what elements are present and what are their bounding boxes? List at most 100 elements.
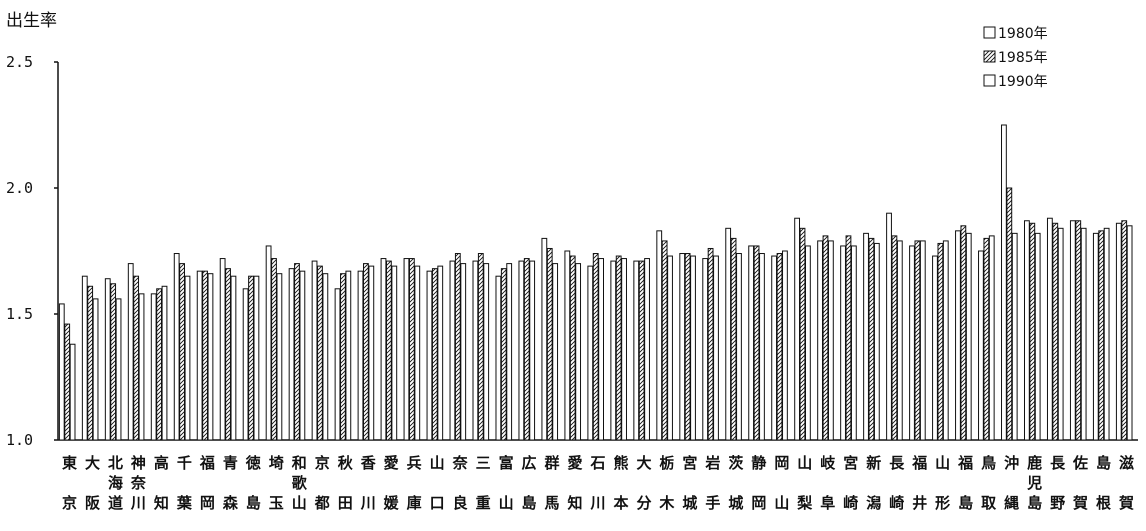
bar-1990年-長崎 bbox=[896, 240, 903, 441]
bar-1980年-岩手 bbox=[702, 258, 709, 441]
bar-1990年-京都 bbox=[322, 273, 329, 441]
category-label: 静 bbox=[751, 454, 766, 472]
bar-1980年-山口 bbox=[426, 270, 433, 441]
category-label: 馬 bbox=[545, 494, 560, 512]
bar-1980年-福岡 bbox=[196, 270, 203, 441]
y-tick-label: 1.0 bbox=[6, 431, 33, 449]
category-label: 福 bbox=[957, 454, 973, 472]
bar-1990年-熊本 bbox=[621, 258, 627, 441]
bar-1980年-長崎 bbox=[886, 212, 892, 441]
bar-1980年-石川 bbox=[587, 265, 594, 441]
category-label: 島 bbox=[958, 494, 973, 512]
category-label: 井 bbox=[912, 494, 927, 512]
category-label: 長 bbox=[1050, 454, 1066, 472]
category-label: 滋 bbox=[1119, 454, 1134, 472]
category-label: 神 bbox=[131, 454, 146, 472]
category-label: 兵 bbox=[407, 454, 422, 472]
category-label: 鹿 bbox=[1027, 454, 1042, 472]
bar-1985年-神奈川 bbox=[133, 275, 140, 441]
bar-1990年-神奈川 bbox=[138, 293, 145, 441]
bar-1990年-鳥取 bbox=[988, 235, 995, 441]
bar-1985年-徳島 bbox=[248, 275, 254, 441]
bar-1990年-大分 bbox=[644, 258, 650, 441]
bar-1985年-和歌山 bbox=[294, 263, 300, 441]
category-label: 都 bbox=[314, 494, 330, 512]
bar-1985年-兵庫 bbox=[408, 258, 415, 441]
bar-1985年-秋田 bbox=[340, 273, 346, 441]
bar-1990年-北海道 bbox=[115, 298, 122, 441]
category-label: 崎 bbox=[843, 494, 858, 512]
bar-1980年-北海道 bbox=[104, 278, 111, 441]
y-tick-label: 2.5 bbox=[6, 53, 33, 71]
category-label: 長 bbox=[889, 454, 905, 472]
category-label: 葉 bbox=[176, 494, 193, 512]
bar-1980年-青森 bbox=[219, 258, 226, 441]
bar-1980年-三重 bbox=[472, 260, 479, 441]
bar-1980年-埼玉 bbox=[265, 245, 272, 441]
bar-1985年-山口 bbox=[431, 268, 438, 441]
bar-1980年-大分 bbox=[633, 260, 640, 441]
bar-1990年-愛知 bbox=[575, 263, 582, 441]
bar-1985年-福島 bbox=[960, 225, 967, 441]
bar-1990年-秋田 bbox=[345, 270, 352, 441]
y-axis-label: 出生率 bbox=[6, 11, 57, 31]
bar-1980年-愛媛 bbox=[380, 258, 387, 441]
category-label: 山 bbox=[430, 454, 445, 472]
category-label: 福 bbox=[199, 454, 215, 472]
bar-1990年-兵庫 bbox=[414, 265, 421, 441]
bar-1985年-長野 bbox=[1052, 222, 1059, 441]
bar-1980年-山梨 bbox=[794, 217, 801, 441]
bar-1990年-香川 bbox=[368, 265, 375, 441]
bar-1990年-福井 bbox=[919, 240, 926, 441]
bar-1980年-長野 bbox=[1046, 217, 1053, 441]
category-label: 木 bbox=[658, 494, 675, 512]
bar-1980年-京都 bbox=[311, 260, 318, 441]
bar-1980年-神奈川 bbox=[127, 263, 134, 441]
bar-1990年-岡山 bbox=[782, 250, 788, 441]
category-label: 手 bbox=[705, 494, 720, 512]
bar-1990年-宮崎 bbox=[850, 245, 857, 441]
bar-1980年-静岡 bbox=[748, 245, 755, 441]
bar-1980年-佐賀 bbox=[1069, 220, 1076, 441]
bar-1980年-島根 bbox=[1092, 232, 1099, 441]
y-axis-ticks: 1.0 1.5 2.0 2.5 bbox=[6, 53, 58, 449]
category-label: 岡 bbox=[774, 454, 789, 472]
category-label: 森 bbox=[223, 494, 239, 512]
bar-1985年-岩手 bbox=[707, 247, 714, 441]
bar-1990年-島根 bbox=[1103, 227, 1110, 441]
category-label: 川 bbox=[589, 494, 605, 512]
category-label: 野 bbox=[1050, 494, 1065, 512]
category-label: 福 bbox=[911, 454, 927, 472]
bar-1985年-新潟 bbox=[868, 237, 875, 441]
bar-1980年-新潟 bbox=[863, 232, 869, 441]
bar-1980年-岐阜 bbox=[817, 240, 823, 441]
bar-1985年-山形 bbox=[937, 242, 944, 441]
category-label: 島 bbox=[522, 494, 537, 512]
category-label: 梨 bbox=[796, 494, 812, 512]
bar-1980年-大阪 bbox=[81, 275, 88, 441]
bar-1985年-栃木 bbox=[661, 240, 668, 441]
category-label: 田 bbox=[338, 494, 353, 512]
category-label: 北 bbox=[108, 454, 123, 472]
bar-1990年-埼玉 bbox=[276, 273, 283, 441]
bar-1990年-奈良 bbox=[460, 263, 467, 441]
bar-1980年-愛知 bbox=[564, 250, 571, 441]
bar-1985年-長崎 bbox=[891, 235, 898, 441]
bar-1985年-岐阜 bbox=[822, 235, 829, 441]
bar-1980年-福島 bbox=[955, 230, 961, 441]
bar-1990年-福岡 bbox=[207, 273, 214, 441]
category-label: 阜 bbox=[820, 494, 835, 512]
category-label: 賀 bbox=[1072, 494, 1088, 512]
bar-1980年-兵庫 bbox=[403, 258, 410, 441]
category-label: 縄 bbox=[1004, 494, 1019, 512]
bar-1990年-群馬 bbox=[552, 263, 559, 441]
bar-1980年-群馬 bbox=[541, 237, 548, 441]
category-label: 川 bbox=[360, 494, 376, 512]
bar-1985年-沖縄 bbox=[1006, 187, 1013, 441]
category-label: 分 bbox=[636, 494, 651, 512]
bar-1980年-富山 bbox=[495, 275, 502, 441]
bar-1985年-山梨 bbox=[799, 227, 806, 441]
bar-1985年-北海道 bbox=[110, 283, 117, 441]
bar-1980年-鳥取 bbox=[978, 250, 984, 441]
bar-1990年-長野 bbox=[1057, 227, 1064, 441]
